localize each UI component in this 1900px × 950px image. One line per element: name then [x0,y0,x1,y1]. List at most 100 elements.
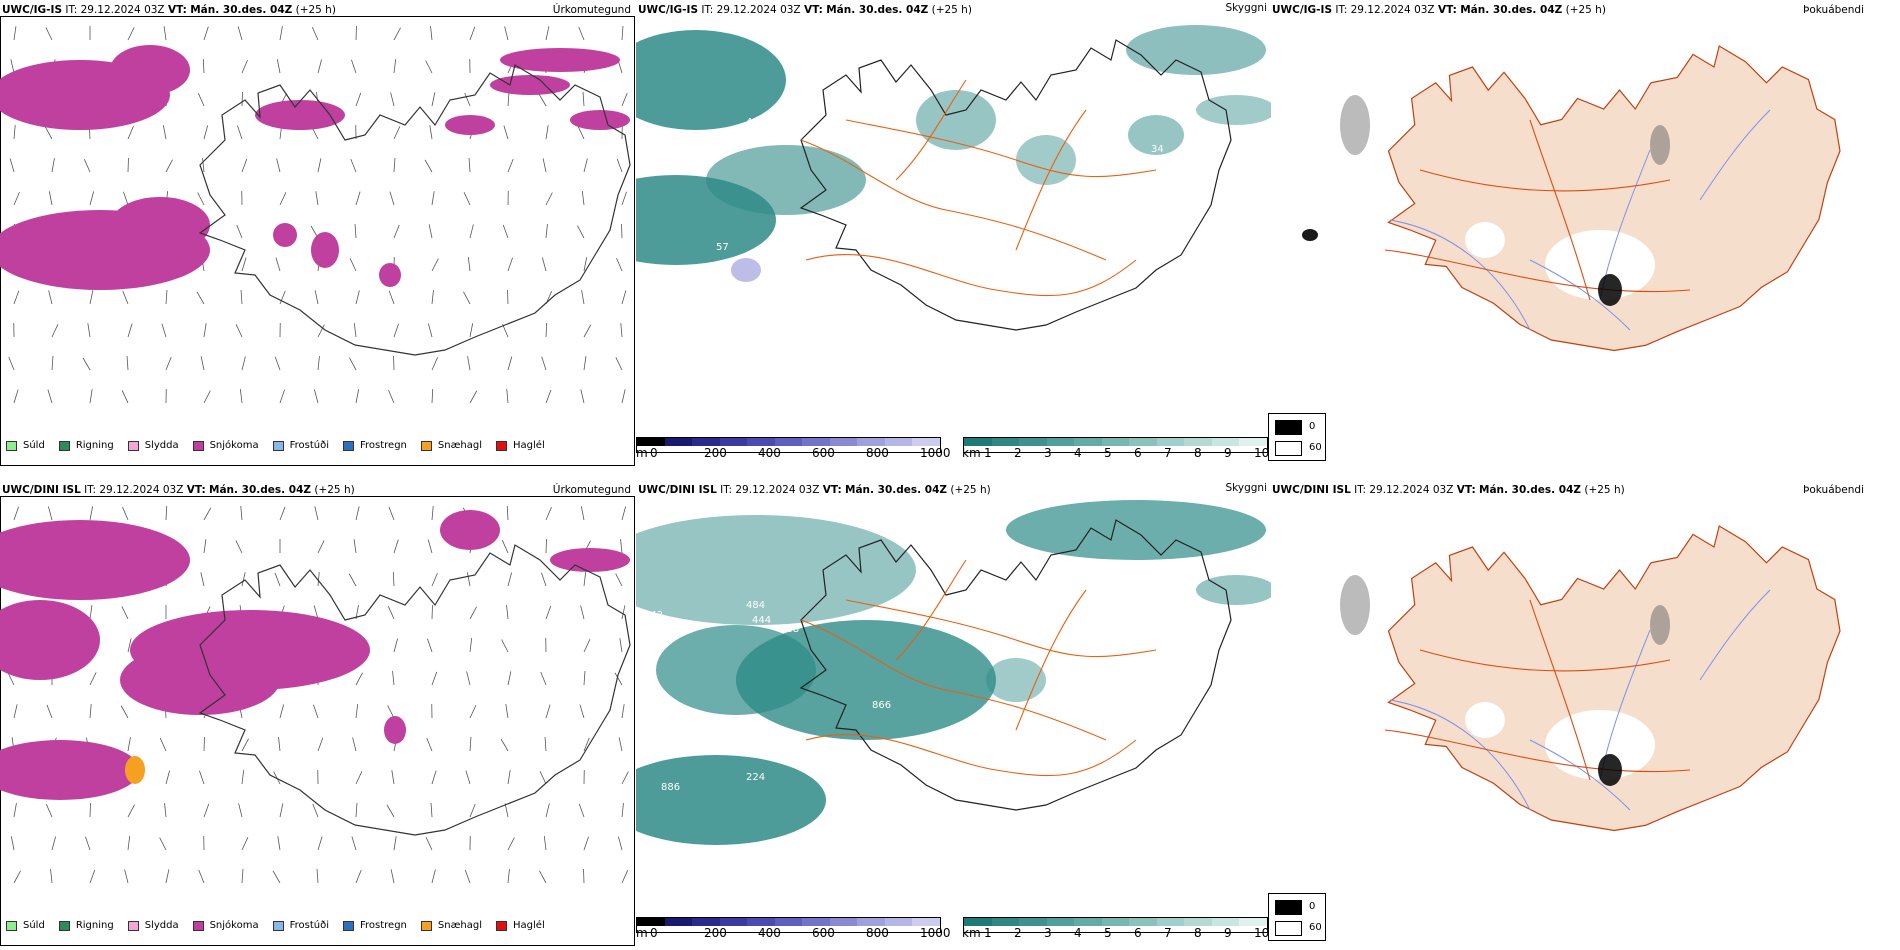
wind-barb [45,804,53,818]
wind-barb [203,507,212,521]
wind-barb [355,704,359,719]
wind-barb [89,191,95,206]
fog-signal [1598,274,1622,306]
wind-barb [127,125,134,140]
model-name: UWC/DINI ISL [1272,484,1351,496]
vt-label: VT: [1456,484,1476,496]
wind-barb [89,672,97,686]
wind-barb [387,606,395,620]
road-line [1384,249,1691,293]
wind-barb [165,505,168,521]
precip-legend-item: Haglél [496,440,545,451]
wind-barb [355,771,363,785]
wind-barb [13,389,19,404]
wind-barb [619,638,623,653]
wind-barb [393,836,397,851]
snow-area [0,600,100,680]
precip-legend-swatch [6,440,17,451]
wind-barb [162,125,167,140]
wind-barb [89,605,93,620]
snow-area [273,223,297,247]
wind-barb [355,506,360,521]
colorbar-segment [1211,918,1240,926]
precip-legend-swatch [343,440,354,451]
colorbar-segment [692,918,720,926]
fog-legend: 0 60 [1268,413,1326,461]
wind-barb [279,389,285,404]
colorbar-segment [829,438,858,446]
wind-barb [124,869,129,884]
wind-barb [240,506,243,521]
visibility-value-label: 368 [780,624,799,635]
colorbar-segment [1211,438,1240,446]
precip-legend-label: Haglél [513,440,545,451]
wind-barb [469,323,474,338]
wind-barb [274,356,281,371]
colorbar-segment [637,918,665,926]
low-visibility-area [636,755,826,845]
wind-barb [620,323,623,338]
wind-barb [393,638,399,653]
wind-barb [431,869,436,884]
precip-legend-item: Súld [6,920,45,931]
wind-barb [469,26,476,41]
wind-barb [165,770,171,785]
visibility-value-label: 712 [796,84,815,95]
colorbar-tick-label: 800 [866,926,889,940]
fog-signal [1340,95,1370,155]
precip-legend-item: Snjókoma [192,440,259,451]
wind-barb [545,224,548,239]
wind-barb [82,357,91,371]
wind-barb [202,158,205,173]
wind-barb [199,770,205,785]
colorbar-tick-label: 600 [812,446,835,460]
wind-barb [120,705,129,719]
visibility-map: 421 712 34 57 908 2 [636,25,1271,338]
colorbar-tick-label: 200 [704,446,727,460]
wind-barb [467,257,471,272]
wind-barb [313,704,319,719]
wind-barb [577,225,585,239]
fog-signal [1302,229,1318,241]
fog-signal [1598,754,1622,786]
wind-barb [241,770,245,785]
wind-barb [507,356,513,371]
wind-barb [241,738,249,752]
fog-index-panel: UWC/DINI ISL IT: 29.12.2024 03Z VT: Mán.… [1268,480,1900,950]
colorbar-segment [829,918,858,926]
wind-barb [48,290,53,305]
wind-barb [388,389,395,404]
wind-barb [316,869,319,884]
precip-legend-label: Rigning [75,440,114,451]
colorbar-tick-label: 3 [1044,926,1052,940]
wind-barb [353,539,357,554]
colorbar-tick-label: 200 [704,926,727,940]
wind-barb [620,539,623,554]
wind-barb [506,505,509,521]
colorbar-segment [747,438,775,446]
wind-barb [241,869,244,884]
wind-barb [583,572,587,587]
colorbar-segment [802,438,830,446]
model-name: UWC/DINI ISL [2,484,81,496]
wind-barb [545,26,550,41]
wind-barb [539,771,547,785]
wind-barb [581,191,585,206]
precip-legend-swatch [127,920,139,931]
wind-barb [393,224,400,239]
wind-barb [500,738,509,752]
precip-legend-swatch [496,440,508,451]
colorbar-segment [1156,438,1185,446]
colorbar-tick-label: 9 [1224,446,1232,460]
visibility-value-label: 866 [872,700,891,711]
snow-area [440,510,500,550]
colorbar-tick-label: 2 [1014,926,1022,940]
snow-area [570,110,630,130]
fog-signal [1340,575,1370,635]
wind-barb [350,158,357,173]
wind-barb [121,606,129,620]
wind-barb [51,836,57,851]
road-line [1529,599,1591,781]
colorbar-tick-label: 1000 [920,446,951,460]
road-line [805,733,1137,777]
